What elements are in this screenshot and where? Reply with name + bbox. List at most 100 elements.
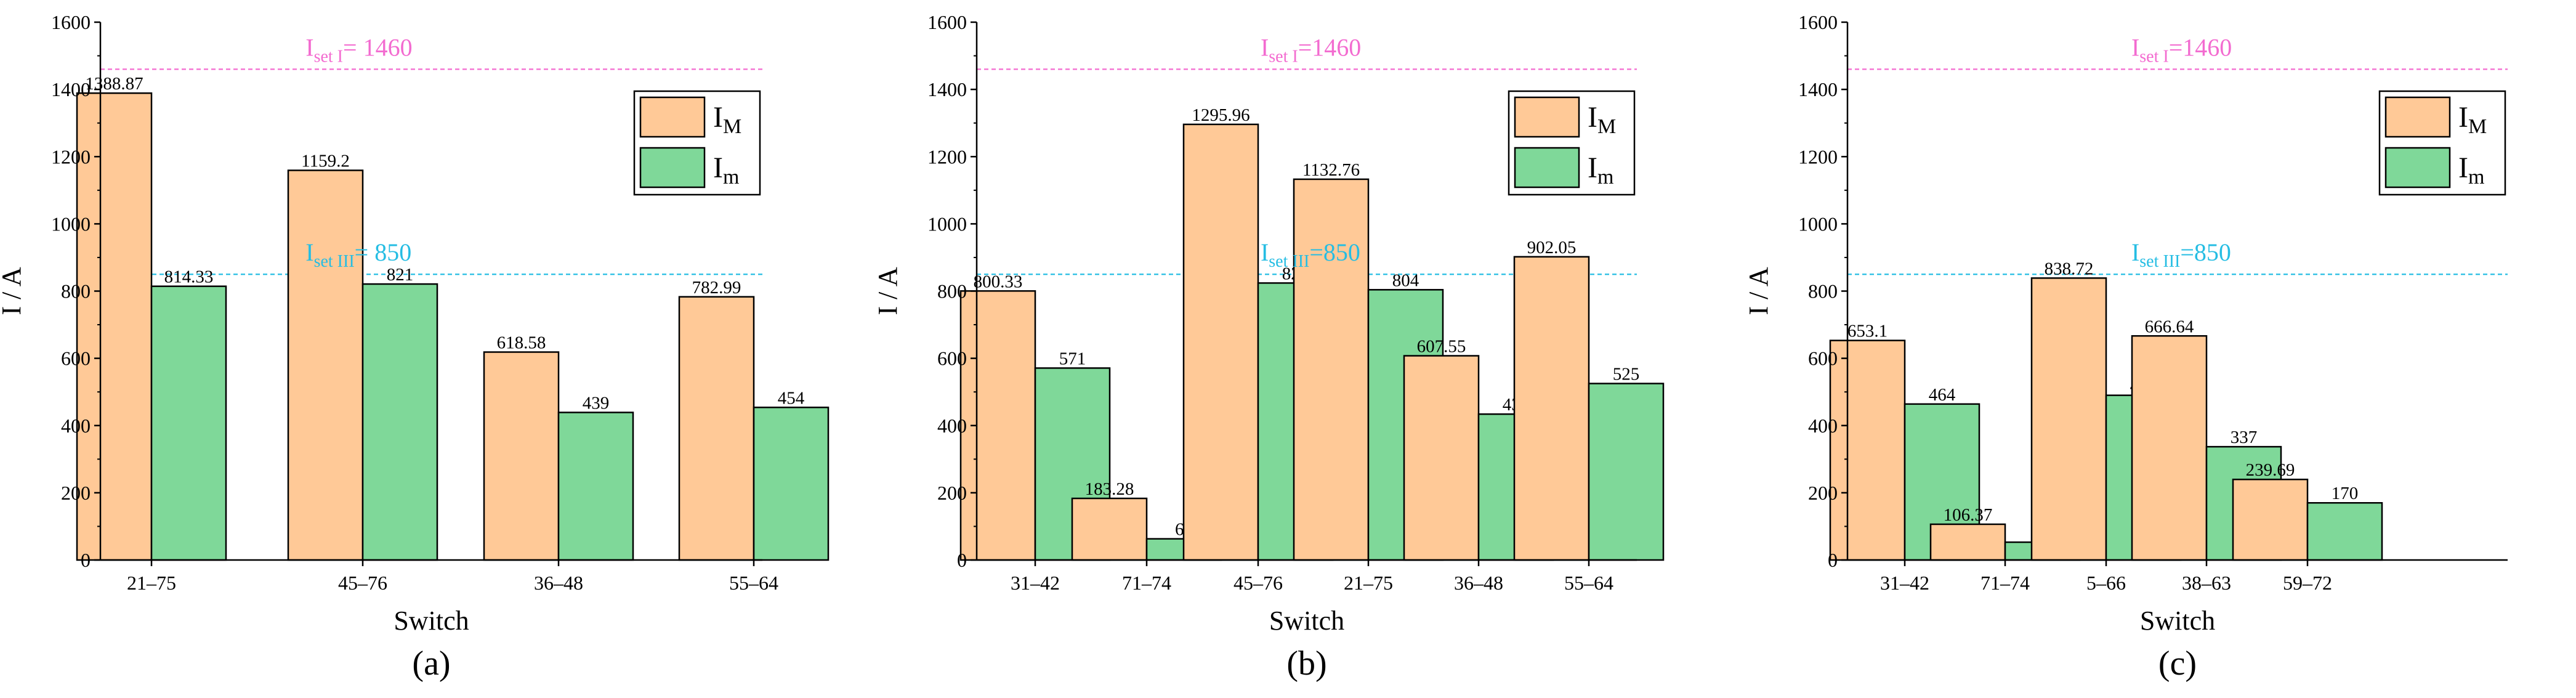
bar-im-max [2030,277,2107,561]
legend-label-main: I [713,152,723,184]
threshold-label-value: =1460 [1298,33,1362,61]
legend-label-im-max: IM [713,101,741,138]
threshold-label-value: = 1460 [343,33,413,61]
chart-panel-b: 800.33571183.28631295.968241132.76804607… [873,11,1665,683]
bar-value-label: 454 [778,388,805,408]
y-axis-title: I / A [873,267,903,315]
bar-im-max [1513,256,1590,561]
y-tick-label: 0 [1828,549,1838,571]
legend-label-sub: m [723,166,739,189]
bar-value-label: 800.33 [974,272,1023,291]
legend-swatch-im-max [2384,96,2451,138]
x-tick-label: 21–75 [1344,572,1393,594]
y-tick-label: 400 [937,415,967,437]
y-tick-label: 1200 [927,145,967,168]
x-axis-title: Switch [2140,606,2215,636]
legend-swatch-im-max [1514,96,1580,138]
threshold-label-main: I [1261,33,1269,61]
y-tick-label: 400 [61,415,91,437]
legend-label-main: I [2458,101,2468,134]
threshold-label-sub: set I [1269,47,1298,66]
bar-im-max [287,169,364,561]
bar-value-label: 838.72 [2045,259,2094,278]
bar-value-label: 902.05 [1527,238,1577,258]
x-tick-label: 55–64 [1564,572,1613,594]
bar-value-label: 618.58 [497,333,546,352]
bar-im-max [483,351,560,561]
bar-value-label: 1388.87 [85,74,143,94]
y-tick-label: 1000 [1798,213,1838,235]
legend-label-main: I [713,101,723,134]
legend-label-main: I [2458,152,2468,184]
legend-swatch-im-min [639,147,706,189]
y-tick-label: 1200 [1798,145,1838,168]
threshold-label-sub: set III [1269,252,1309,271]
threshold-label-value: =850 [1309,238,1360,266]
legend-label-main: I [1588,152,1597,184]
bar-value-label: 525 [1613,365,1640,384]
bar-im-max [1182,123,1259,561]
bar-value-label: 170 [2332,484,2359,503]
threshold-label-set-III: Iset III=850 [1261,238,1360,271]
y-axis-title: I / A [0,267,26,315]
bar-value-label: 439 [583,393,610,413]
bar-im-max [1071,497,1148,561]
bar-im-min [557,412,634,561]
y-tick-label: 800 [1808,280,1838,302]
threshold-label-sub: set I [314,47,343,66]
x-tick-label: 31–42 [1880,572,1929,594]
bar-im-max [1829,339,1906,561]
y-tick-label: 600 [1808,347,1838,370]
threshold-label-sub: set III [2139,252,2180,271]
y-axis-title: I / A [1743,267,1774,315]
panel-label: (a) [412,644,450,683]
legend-label-main: I [1588,101,1597,134]
threshold-label-main: I [1261,238,1269,266]
y-tick-label: 200 [61,482,91,504]
legend-label-im-min: Im [1588,152,1613,189]
legend-label-sub: M [723,115,741,138]
bar-value-label: 814.33 [164,267,214,287]
y-tick-label: 200 [937,482,967,504]
bar-value-label: 183.28 [1085,479,1134,499]
legend-label-sub: M [1597,115,1616,138]
x-tick-label: 36–48 [1454,572,1503,594]
legend-label-im-max: IM [2458,101,2487,138]
threshold-label-set-I: Iset I=1460 [1261,33,1361,66]
bar-value-label: 239.69 [2246,460,2295,480]
legend-label-sub: m [1597,166,1613,189]
x-tick-label: 45–76 [1233,572,1283,594]
threshold-label-set-III: Iset III= 850 [305,238,411,271]
legend-label-im-max: IM [1588,101,1616,138]
bar-im-max [1929,523,2006,561]
y-tick-label: 600 [61,347,91,370]
x-tick-label: 71–74 [1122,572,1171,594]
panel-label: (c) [2158,644,2197,683]
x-tick-label: 45–76 [338,572,387,594]
threshold-label-main: I [305,238,313,266]
y-tick-label: 1600 [51,11,91,33]
chart-panel-c: 653.1464106.3753838.72490666.64337239.69… [1743,11,2508,683]
threshold-label-set-I: Iset I=1460 [2131,33,2232,66]
legend-label-im-min: Im [2458,152,2484,189]
bar-im-min [1588,383,1665,561]
bar-value-label: 821 [387,265,414,285]
x-tick-label: 55–64 [729,572,778,594]
y-tick-label: 1000 [51,213,91,235]
bar-value-label: 666.64 [2145,317,2194,336]
y-tick-label: 800 [937,280,967,302]
x-tick-label: 5–66 [2086,572,2126,594]
y-tick-label: 400 [1808,415,1838,437]
y-tick-label: 1600 [1798,11,1838,33]
y-tick-label: 1400 [1798,78,1838,100]
threshold-label-value: =1460 [2169,33,2232,61]
y-tick-label: 1600 [927,11,967,33]
x-tick-label: 59–72 [2283,572,2332,594]
threshold-label-value: =850 [2180,238,2231,266]
legend-swatch-im-min [2384,147,2451,189]
bar-im-min [361,283,438,561]
legend-swatch-im-max [639,96,706,138]
x-tick-label: 71–74 [1980,572,2030,594]
